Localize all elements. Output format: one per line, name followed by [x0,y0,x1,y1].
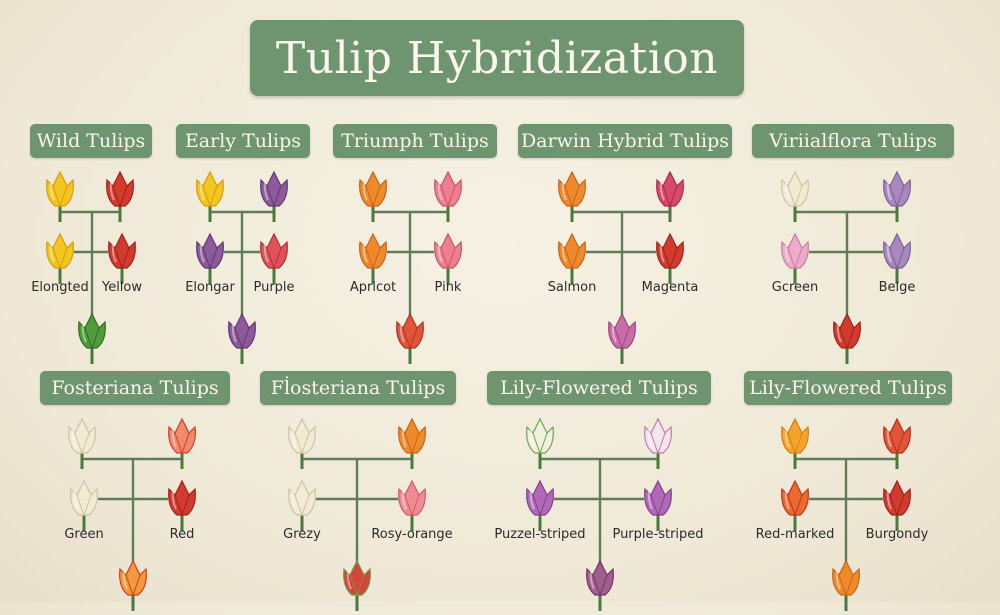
child-tulip [880,230,914,284]
connector-lines [538,451,660,565]
child-tulip [641,477,675,531]
variety-name: Magenta [641,280,699,295]
offspring-tulip [829,557,863,611]
child-tulip [356,230,390,284]
variety-name: Pink [434,280,462,295]
variety-name: Elongted [31,280,89,295]
variety-name: Rosy-orange [371,527,453,542]
variety-name: Apricot [349,280,397,295]
parent-tulip [65,415,99,469]
parent-tulip [653,168,687,222]
child-tulip [193,230,227,284]
variety-name: Green [64,527,104,542]
variety-name: Red [169,527,195,542]
variety-name: Burgondy [865,527,929,542]
parent-tulip [43,168,77,222]
parent-tulip [555,168,589,222]
parent-tulip [103,168,137,222]
variety-name: Elongar [185,280,235,295]
group-label: Lily-Flowered Tulips [744,371,952,405]
child-tulip [257,230,291,284]
group-label: Darwin Hybrid Tulips [518,124,732,158]
page-title: Tulip Hybridization [275,32,719,84]
parent-tulip [257,168,291,222]
variety-name: Red-marked [755,527,835,542]
group-label: Early Tulips [176,124,310,158]
group-label: Triumph Tulips [333,124,497,158]
variety-name: Beige [878,280,916,295]
parent-tulip [431,168,465,222]
offspring-tulip [225,310,259,364]
connector-lines [793,451,899,565]
child-tulip [778,477,812,531]
variety-name: Grezy [283,527,321,542]
group-label: Viriialflora Tulips [752,124,954,158]
child-tulip [523,477,557,531]
child-tulip [395,477,429,531]
variety-name: Salmon [547,280,597,295]
offspring-tulip [583,557,617,611]
offspring-tulip [830,310,864,364]
parent-tulip [356,168,390,222]
offspring-tulip [116,557,150,611]
child-tulip [105,230,139,284]
variety-name: Purple [253,280,295,295]
offspring-tulip [605,310,639,364]
child-tulip [555,230,589,284]
variety-name: Purple-striped [612,527,704,542]
variety-name: Yellow [101,280,143,295]
parent-tulip [880,168,914,222]
child-tulip [43,230,77,284]
child-tulip [431,230,465,284]
group-label: Wild Tulips [30,124,152,158]
parent-tulip [778,415,812,469]
child-tulip [285,477,319,531]
parent-tulip [880,415,914,469]
child-tulip [778,230,812,284]
offspring-tulip [393,310,427,364]
parent-tulip [523,415,557,469]
child-tulip [880,477,914,531]
parent-tulip [285,415,319,469]
parent-tulip [165,415,199,469]
group-label: Lily-Flowered Tulips [487,371,711,405]
parent-tulip [641,415,675,469]
child-tulip [653,230,687,284]
title-banner: Tulip Hybridization [250,20,744,96]
variety-name: Gcreen [771,280,819,295]
variety-name: Puzzel-striped [494,527,586,542]
offspring-tulip [75,310,109,364]
parent-tulip [395,415,429,469]
parent-tulip [193,168,227,222]
parent-tulip [778,168,812,222]
child-tulip [165,477,199,531]
child-tulip [67,477,101,531]
group-label: Fl̇osteriana Tulips [260,371,456,405]
group-label: Fosteriana Tulips [40,371,230,405]
